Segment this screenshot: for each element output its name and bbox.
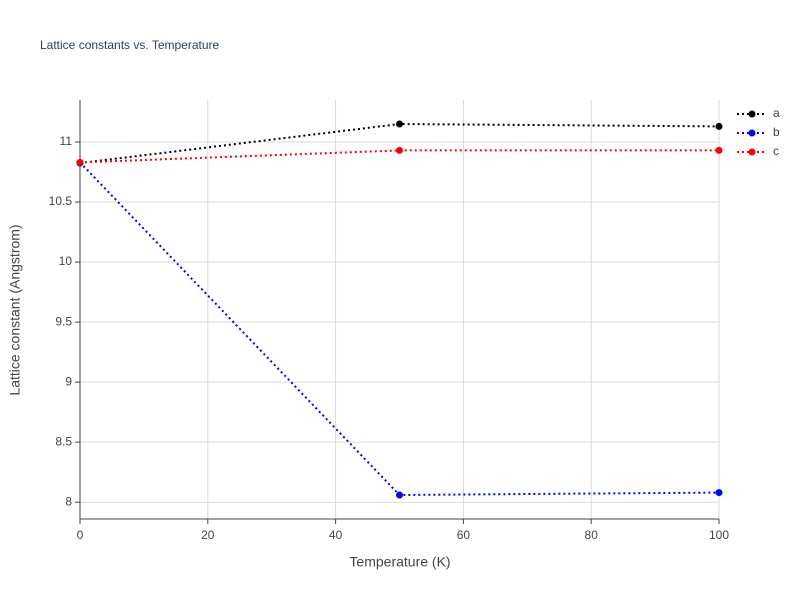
point — [396, 491, 403, 499]
legend-marker — [748, 148, 756, 156]
point — [396, 146, 403, 154]
x-tick-label: 60 — [457, 528, 471, 542]
series-line — [79, 149, 719, 164]
y-axis-title: Lattice constant (Angstrom) — [7, 224, 23, 395]
point — [396, 120, 403, 128]
x-tick-label: 80 — [585, 528, 599, 542]
y-tick-label: 10 — [59, 254, 73, 268]
point — [76, 158, 84, 166]
x-tick-label: 100 — [709, 528, 729, 542]
legend-label: a — [773, 106, 780, 120]
x-tick-label: 20 — [201, 528, 215, 542]
y-tick-label: 11 — [60, 134, 73, 148]
x-tick-label: 0 — [77, 528, 84, 542]
x-tick-label: 40 — [329, 528, 343, 542]
y-tick-label: 8 — [65, 494, 72, 508]
legend-label: c — [773, 144, 779, 158]
x-axis-title: Temperature (K) — [349, 554, 450, 570]
chart-title: Lattice constants vs. Temperature — [40, 38, 220, 52]
legend-marker — [748, 110, 756, 118]
y-tick-label: 8.5 — [55, 434, 72, 448]
y-tick-label: 10.5 — [49, 194, 73, 208]
legend-label: b — [773, 125, 780, 139]
point — [715, 146, 723, 154]
point — [715, 489, 723, 497]
y-tick-label: 9.5 — [55, 314, 72, 328]
point — [715, 122, 723, 130]
y-tick-label: 9 — [65, 374, 72, 388]
legend-marker — [748, 129, 756, 137]
